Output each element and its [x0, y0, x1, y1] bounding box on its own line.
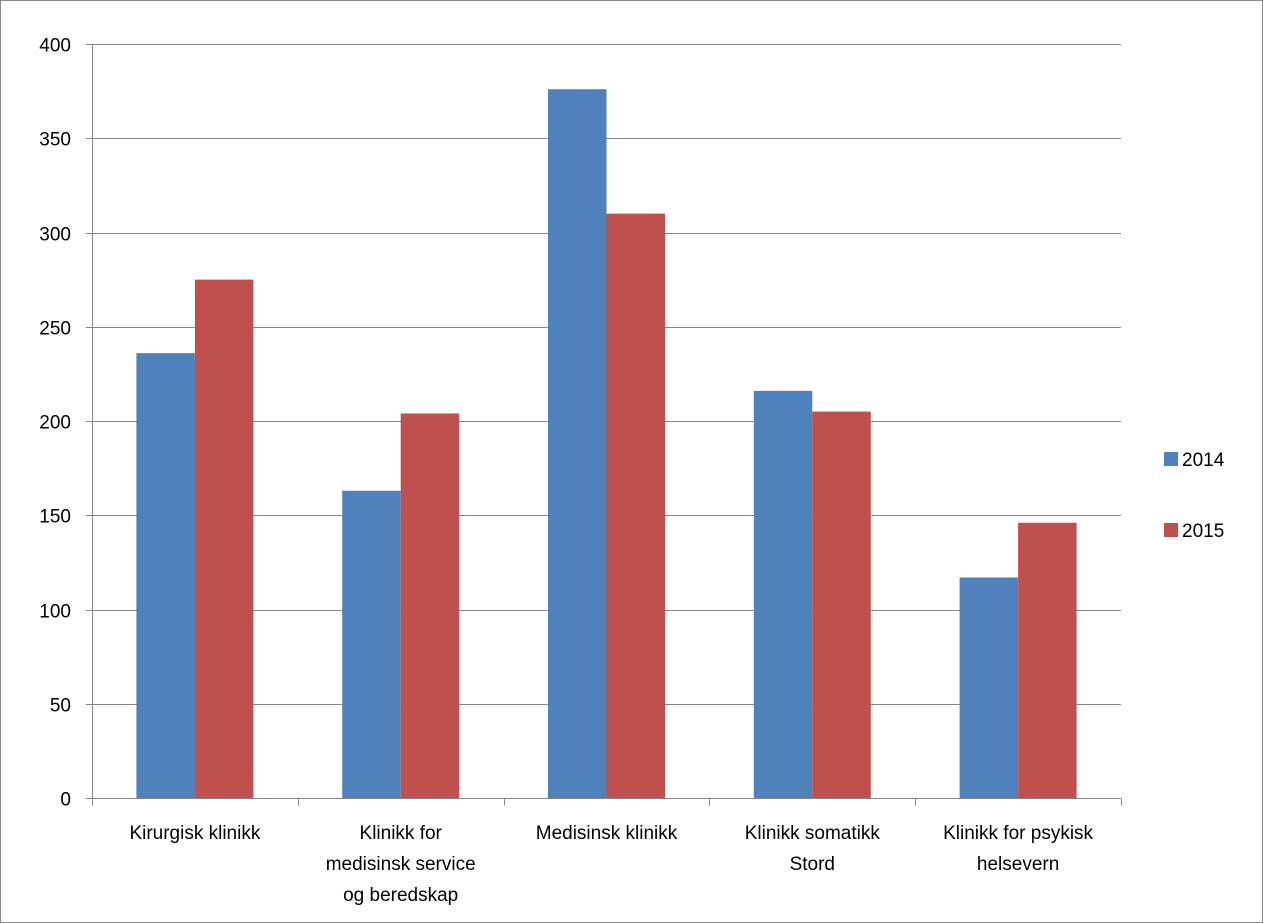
- legend-label: 2014: [1182, 450, 1225, 471]
- bar-2015-3: [812, 411, 871, 798]
- y-tick-label: 250: [39, 319, 71, 340]
- x-tick-label: Medisinsk klinikk: [536, 823, 678, 844]
- axes: [86, 44, 1122, 806]
- x-tick-label: Klinikk for: [360, 823, 443, 844]
- y-tick-label: 400: [39, 36, 71, 57]
- x-tick-label: og beredskap: [343, 885, 458, 906]
- x-tick-label: Kirurgisk klinikk: [129, 823, 260, 844]
- legend-swatch-2015: [1164, 523, 1178, 537]
- bar-2014-1: [342, 490, 401, 798]
- x-tick-label: medisinsk service: [326, 854, 476, 875]
- x-tick-label: Stord: [790, 854, 835, 875]
- bar-2015-0: [194, 279, 254, 798]
- bar-2014-3: [753, 390, 813, 798]
- bars: [136, 89, 1077, 799]
- bar-2014-2: [548, 89, 607, 799]
- y-tick-label: 0: [60, 790, 71, 811]
- y-tick-label: 50: [50, 696, 71, 717]
- legend-label: 2015: [1182, 521, 1224, 542]
- bar-2015-4: [1018, 522, 1077, 798]
- bar-2015-2: [606, 213, 665, 798]
- axis-labels: 0 50 100 150 200 250 300 350 400 Kirurgisk klinik…: [39, 36, 1093, 907]
- bar-2014-4: [959, 577, 1019, 798]
- y-tick-label: 150: [39, 507, 71, 528]
- y-tick-label: 100: [39, 602, 71, 623]
- x-tick-label: Klinikk somatikk: [745, 823, 881, 844]
- bar-2015-1: [400, 413, 460, 798]
- x-tick-label: Klinikk for psykisk: [943, 823, 1093, 844]
- y-tick-label: 300: [39, 225, 71, 246]
- y-tick-label: 350: [39, 130, 71, 151]
- legend: 2014 2015: [1164, 450, 1225, 542]
- x-tick-label: helsevern: [977, 854, 1059, 875]
- y-tick-label: 200: [39, 413, 71, 434]
- bar-2014-0: [136, 353, 195, 798]
- legend-swatch-2014: [1164, 452, 1178, 466]
